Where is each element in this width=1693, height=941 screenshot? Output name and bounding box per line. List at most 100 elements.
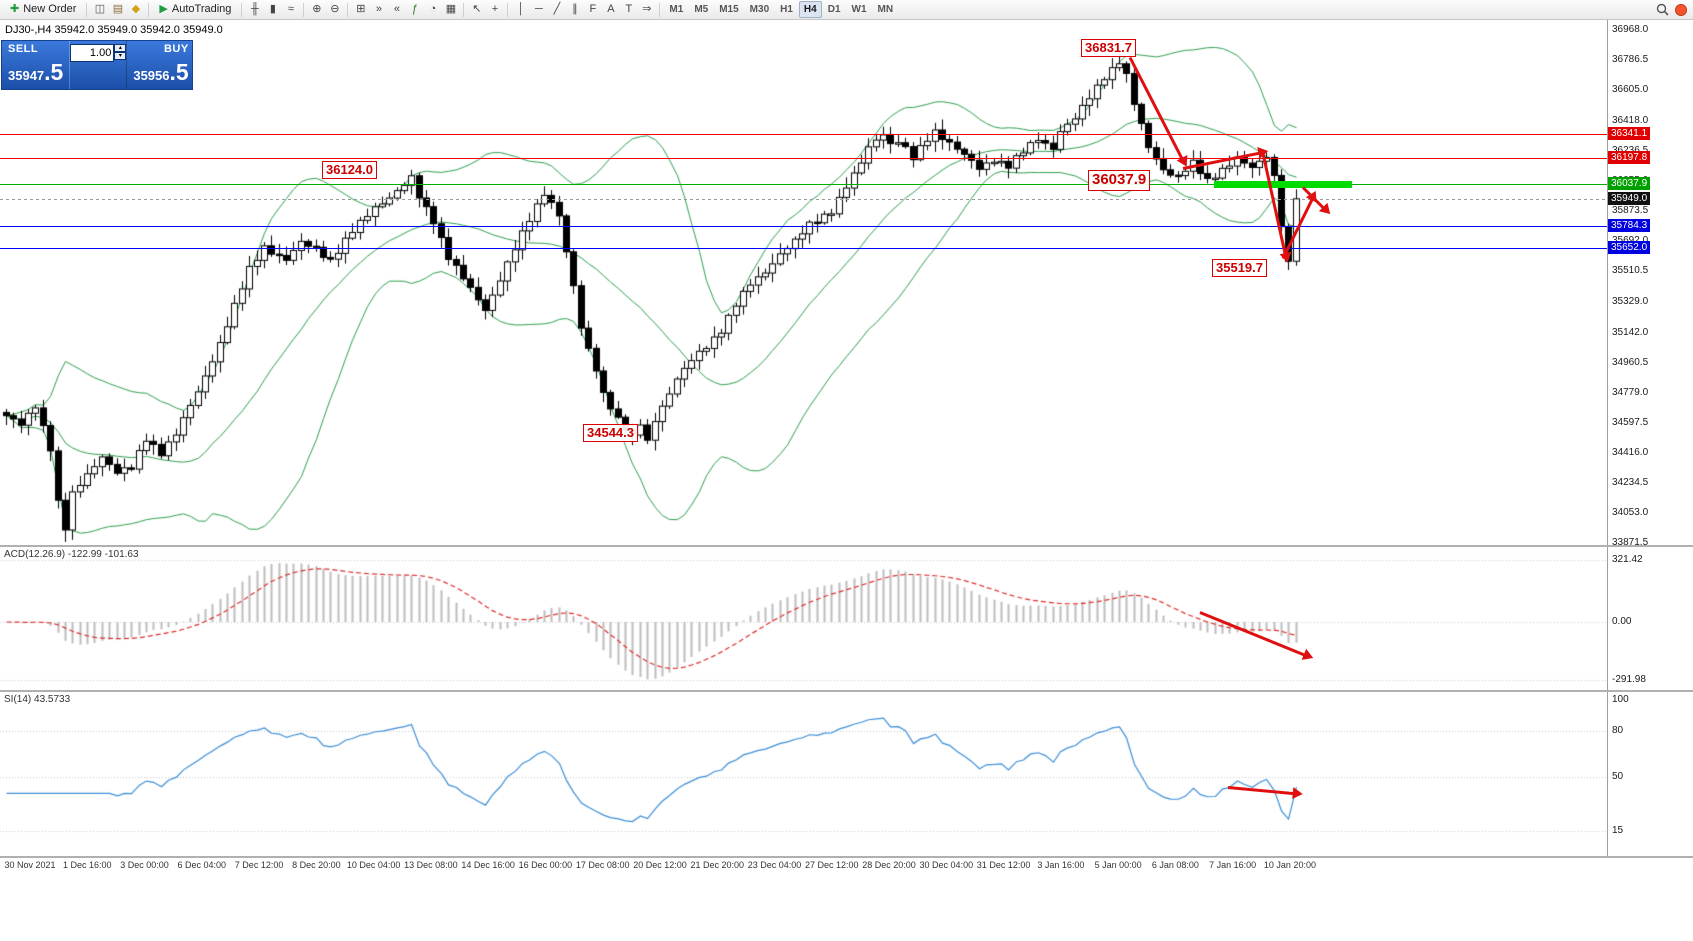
channel-icon[interactable]: ∥ bbox=[566, 1, 583, 18]
timeframe-d1-button[interactable]: D1 bbox=[823, 1, 846, 18]
time-axis-label: 13 Dec 08:00 bbox=[404, 860, 458, 870]
price-axis-label: 36968.0 bbox=[1612, 24, 1649, 35]
time-axis-label: 8 Dec 20:00 bbox=[292, 860, 341, 870]
bid-price-line[interactable] bbox=[0, 199, 1607, 200]
autotrading-icon: ▶ bbox=[159, 3, 168, 15]
price-label-36037-9[interactable]: 36037.9 bbox=[1088, 170, 1151, 191]
auto-scroll-icon[interactable]: » bbox=[370, 1, 387, 18]
zoom-in-icon[interactable]: ⊕ bbox=[308, 1, 325, 18]
volume-increase-button[interactable]: ▴ bbox=[114, 44, 127, 52]
volume-input[interactable] bbox=[70, 44, 115, 62]
rsi-axis-label: 80 bbox=[1612, 724, 1624, 736]
periods-icon[interactable]: ◔ bbox=[424, 1, 441, 18]
price-label-36124-0[interactable]: 36124.0 bbox=[322, 161, 377, 180]
rsi-pane-splitter[interactable] bbox=[0, 690, 1693, 692]
chart-plot-canvas[interactable] bbox=[0, 20, 1693, 941]
support-line-35784-3[interactable] bbox=[0, 226, 1607, 227]
timeframe-m30-button[interactable]: M30 bbox=[745, 1, 774, 18]
zoom-out-icon[interactable]: ⊖ bbox=[326, 1, 343, 18]
buy-label: BUY bbox=[163, 43, 189, 55]
rebound-arrow[interactable] bbox=[1281, 198, 1314, 259]
new-order-label: New Order bbox=[23, 3, 77, 15]
downtrend-arrow[interactable] bbox=[1128, 56, 1184, 159]
indicators-icon[interactable]: ƒ bbox=[406, 1, 423, 18]
time-axis-label: 10 Jan 20:00 bbox=[1263, 860, 1316, 870]
timeframe-h1-button[interactable]: H1 bbox=[775, 1, 798, 18]
toolbar-separator bbox=[303, 2, 305, 17]
new-chart-icon[interactable]: ◫ bbox=[91, 1, 108, 18]
buy-button[interactable]: BUY 35956.5 bbox=[126, 41, 194, 89]
time-axis-label: 17 Dec 08:00 bbox=[575, 860, 630, 870]
price-axis-label: 35873.5 bbox=[1612, 205, 1649, 217]
tile-windows-icon[interactable]: ⊞ bbox=[352, 1, 369, 18]
resistance-line-36341-1[interactable] bbox=[0, 134, 1607, 135]
text-icon[interactable]: A bbox=[602, 1, 619, 18]
rsi-trend-arrow[interactable] bbox=[1227, 785, 1295, 795]
price-label-35519-7[interactable]: 35519.7 bbox=[1212, 259, 1267, 278]
macd-trend-arrow[interactable] bbox=[1199, 610, 1306, 656]
support-line-35652-0[interactable] bbox=[0, 248, 1607, 249]
toolbar-separator bbox=[659, 2, 661, 17]
line-chart-icon[interactable]: ≈ bbox=[282, 1, 299, 18]
chart-shift-icon[interactable]: « bbox=[388, 1, 405, 18]
bar-chart-icon[interactable]: ╫ bbox=[246, 1, 263, 18]
timeframe-m1-button[interactable]: M1 bbox=[664, 1, 688, 18]
pullback-arrow[interactable] bbox=[1182, 151, 1260, 170]
price-level-chip: 35652.0 bbox=[1608, 241, 1651, 255]
volume-control: ▴ ▾ bbox=[70, 41, 127, 89]
profiles-icon[interactable]: ▤ bbox=[109, 1, 126, 18]
time-axis-label: 14 Dec 16:00 bbox=[461, 860, 515, 870]
price-axis-label: 35510.5 bbox=[1612, 265, 1649, 277]
toolbar-separator bbox=[347, 2, 349, 17]
candlestick-chart-icon[interactable]: ▮ bbox=[264, 1, 281, 18]
price-axis-separator bbox=[1607, 20, 1608, 857]
price-label-36831-7[interactable]: 36831.7 bbox=[1081, 39, 1136, 58]
templates-icon[interactable]: ▦ bbox=[442, 1, 459, 18]
buy-price-fraction: .5 bbox=[169, 59, 189, 85]
new-order-button[interactable]: ✚ New Order bbox=[4, 1, 82, 18]
time-axis-label: 6 Dec 04:00 bbox=[177, 860, 227, 870]
metaeditor-icon[interactable]: ◆ bbox=[127, 1, 144, 18]
text-label-icon[interactable]: T bbox=[620, 1, 637, 18]
support-zone-bar[interactable] bbox=[1214, 181, 1352, 188]
vertical-line-icon[interactable]: │ bbox=[512, 1, 529, 18]
price-axis-label: 34779.0 bbox=[1612, 386, 1649, 398]
price-label-34544-3[interactable]: 34544.3 bbox=[583, 424, 638, 443]
time-axis-label: 5 Jan 00:00 bbox=[1094, 860, 1142, 870]
volume-decrease-button[interactable]: ▾ bbox=[114, 52, 127, 60]
timeframe-m15-button[interactable]: M15 bbox=[714, 1, 743, 18]
macd-axis-label: 0.00 bbox=[1612, 616, 1632, 627]
search-icon[interactable] bbox=[1656, 3, 1669, 16]
support-line-36037-9[interactable] bbox=[0, 184, 1607, 185]
price-axis-label: 34416.0 bbox=[1612, 446, 1649, 458]
fibonacci-icon[interactable]: F bbox=[584, 1, 601, 18]
timeframe-mn-button[interactable]: MN bbox=[873, 1, 899, 18]
main-toolbar: ✚ New Order ◫ ▤ ◆ ▶ AutoTrading ╫ ▮ ≈ ⊕ ⊖ ⊞» «ƒ ◔ ▦ ↖ + │ ─… bbox=[0, 0, 1693, 20]
arrows-icon[interactable]: ⇒ bbox=[638, 1, 655, 18]
cursor-icon[interactable]: ↖ bbox=[468, 1, 485, 18]
time-axis-label: 30 Dec 04:00 bbox=[919, 860, 974, 870]
time-axis-label: 3 Jan 16:00 bbox=[1037, 860, 1085, 870]
timeframe-w1-button[interactable]: W1 bbox=[847, 1, 872, 18]
toolbar-right-group bbox=[1656, 3, 1689, 16]
macd-pane-splitter[interactable] bbox=[0, 545, 1693, 547]
price-level-chip: 36197.8 bbox=[1608, 150, 1651, 164]
time-axis-label: 31 Dec 12:00 bbox=[976, 860, 1031, 870]
price-axis-label: 36786.5 bbox=[1612, 54, 1649, 66]
horizontal-line-icon[interactable]: ─ bbox=[530, 1, 547, 18]
sell-button[interactable]: SELL 35947.5 bbox=[2, 41, 71, 89]
trendline-icon[interactable]: ╱ bbox=[548, 1, 565, 18]
price-axis-label: 36418.0 bbox=[1612, 115, 1649, 127]
timeframe-m5-button[interactable]: M5 bbox=[689, 1, 713, 18]
price-axis-label: 34597.5 bbox=[1612, 416, 1649, 428]
timeframe-h4-button[interactable]: H4 bbox=[798, 1, 822, 18]
price-axis-label: 35142.0 bbox=[1612, 326, 1649, 338]
breakdown-arrow[interactable] bbox=[1261, 152, 1287, 254]
sell-label: SELL bbox=[8, 43, 39, 55]
price-level-chip: 36341.1 bbox=[1608, 126, 1651, 140]
toolbar-separator bbox=[148, 2, 150, 17]
toolbar-separator bbox=[241, 2, 243, 17]
autotrading-button[interactable]: ▶ AutoTrading bbox=[153, 1, 237, 18]
crosshair-icon[interactable]: + bbox=[486, 1, 503, 18]
resistance-line-36197-8[interactable] bbox=[0, 158, 1607, 159]
